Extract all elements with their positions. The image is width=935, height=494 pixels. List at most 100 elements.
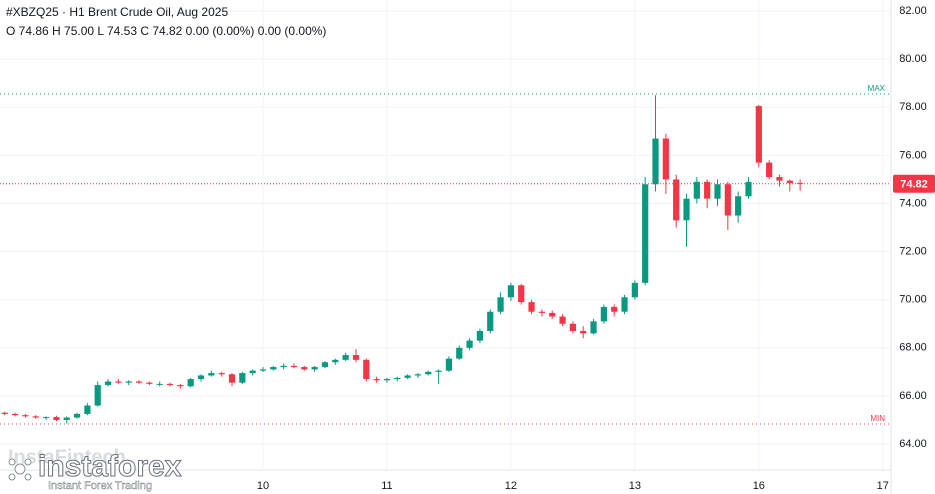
y-tick-label: 68.00	[899, 342, 927, 354]
candle-body	[456, 347, 463, 359]
candle-body	[94, 385, 101, 406]
candle-body	[786, 180, 793, 184]
overlay: MAX MIN	[0, 84, 890, 425]
candle-body	[445, 358, 453, 371]
y-tick-label: 74.00	[899, 197, 927, 209]
logo-icon	[8, 458, 32, 481]
candle-body	[197, 375, 205, 380]
candle-body	[394, 377, 401, 380]
candle-body	[745, 181, 752, 197]
candle-body	[673, 179, 680, 221]
candle-body	[662, 138, 669, 180]
candle-body	[270, 367, 277, 370]
candle-body	[135, 381, 143, 383]
candle-body	[538, 311, 545, 313]
candle-body	[352, 355, 360, 360]
candle-body	[383, 379, 391, 381]
candle-body	[580, 330, 587, 334]
candle-body	[249, 370, 256, 374]
candle-body	[280, 365, 287, 368]
candle-body	[290, 365, 298, 368]
candle-body	[487, 311, 494, 331]
x-tick-label: 11	[381, 480, 392, 492]
candle-body	[125, 381, 132, 383]
candle-body	[755, 106, 762, 163]
candle-body	[735, 196, 742, 216]
candle-body	[528, 302, 535, 312]
candle-body	[208, 373, 215, 376]
x-tick-label: 10	[257, 480, 269, 492]
candle-body	[42, 417, 50, 419]
candle-body	[497, 297, 504, 312]
candle-body	[611, 306, 618, 312]
candle-body	[507, 285, 515, 298]
ohlc-summary: O 74.86 H 75.00 L 74.53 C 74.82 0.00 (0.…	[6, 24, 326, 38]
candle-body	[332, 359, 339, 363]
candle-body	[559, 316, 566, 324]
candle-body	[476, 330, 484, 341]
candle-body	[1, 412, 8, 414]
candle-body	[683, 198, 690, 221]
x-tick-label: 17	[877, 480, 889, 492]
candle-body	[714, 184, 721, 199]
candle-body	[425, 371, 432, 375]
y-tick-label: 78.00	[899, 101, 927, 113]
candle-body	[218, 373, 225, 375]
candle-body	[590, 321, 597, 334]
watermark-faint: InstaFintech	[8, 446, 126, 468]
candle-body	[11, 413, 19, 416]
candle-body	[404, 375, 411, 378]
watermark: InstaFintech instaforex Instant Forex Tr…	[8, 446, 182, 492]
min-line-label: MIN	[870, 414, 885, 423]
candle-body	[22, 415, 29, 417]
y-tick-label: 64.00	[899, 438, 927, 450]
candle-body	[321, 362, 329, 368]
candle-body	[373, 379, 380, 381]
candle-body	[414, 374, 422, 376]
candle-body	[73, 413, 81, 418]
candle-body	[342, 355, 349, 360]
candle-body	[187, 379, 194, 387]
candle-body	[518, 285, 525, 303]
candle-body	[652, 138, 659, 185]
candle-body	[239, 373, 246, 383]
candle-body	[363, 359, 370, 380]
x-tick-label: 16	[753, 480, 765, 492]
y-tick-label: 66.00	[899, 390, 927, 402]
candle-body	[177, 385, 184, 387]
candle-body	[600, 306, 607, 322]
x-tick-label: 12	[505, 480, 517, 492]
candle-body	[621, 297, 628, 312]
candle-body	[435, 370, 442, 372]
candle-body	[228, 374, 236, 383]
candle-body	[156, 383, 163, 385]
y-tick-label: 82.00	[899, 5, 927, 17]
candle-body	[311, 367, 318, 370]
y-tick-label: 72.00	[899, 246, 927, 258]
candle-body	[466, 340, 473, 348]
grid	[0, 0, 890, 470]
watermark-tagline: Instant Forex Trading	[48, 480, 152, 492]
candle-body	[301, 367, 308, 370]
x-tick-label: 13	[629, 480, 641, 492]
y-tick-label: 70.00	[899, 294, 927, 306]
candle-body	[32, 416, 39, 418]
candle-body	[766, 162, 773, 178]
candles	[1, 95, 804, 424]
candle-body	[63, 417, 70, 420]
max-line-label: MAX	[868, 84, 886, 93]
last-price-label: 74.82	[900, 179, 928, 191]
y-tick-label: 80.00	[899, 53, 927, 65]
y-tick-label: 76.00	[899, 149, 927, 161]
candle-body	[549, 312, 556, 317]
candle-body	[146, 382, 153, 384]
last-price-box	[893, 174, 935, 193]
candle-body	[704, 181, 711, 199]
candle-body	[724, 184, 731, 216]
candle-body	[53, 417, 60, 420]
candle-body	[797, 182, 804, 184]
chart-title: #XBZQ25 · H1 Brent Crude Oil, Aug 2025	[6, 5, 228, 19]
candle-body	[166, 383, 174, 386]
